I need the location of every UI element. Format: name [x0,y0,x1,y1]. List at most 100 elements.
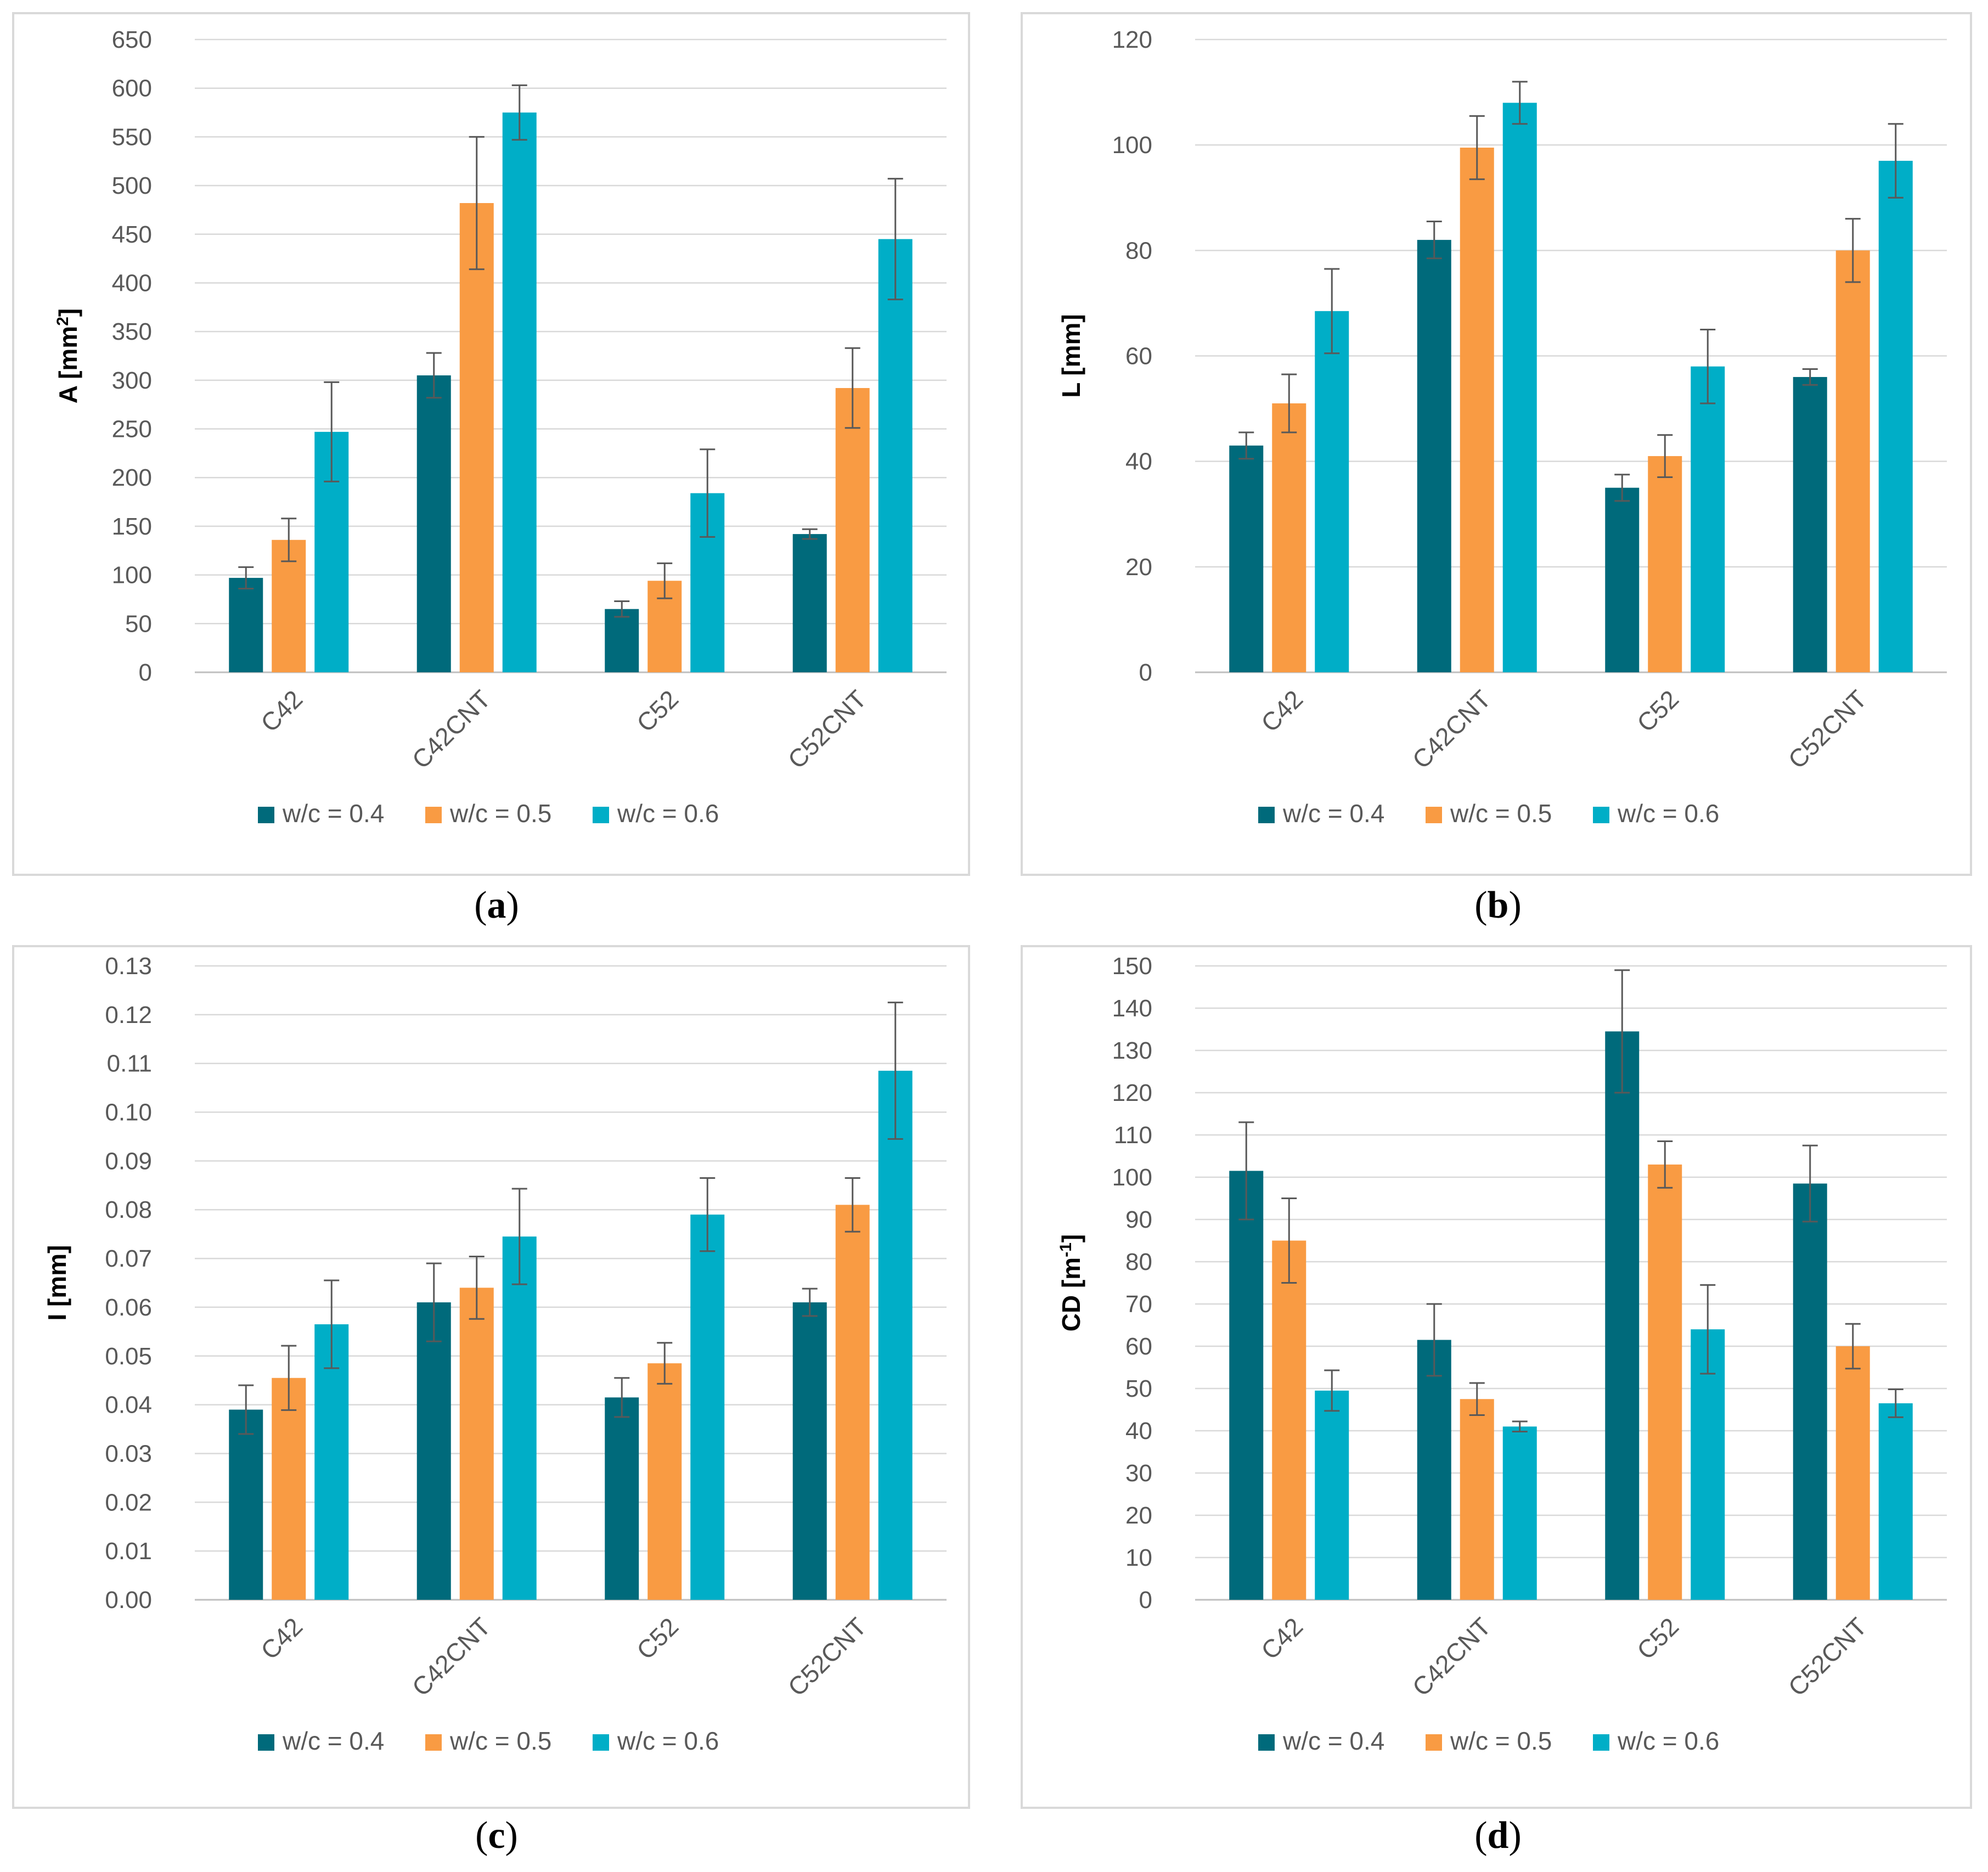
chart-c-y-axis-title-main: I [mm] [43,1245,71,1321]
chart-b-legend-swatch-3 [1593,807,1609,823]
chart-c-legend-swatch-1 [258,1734,274,1751]
chart-d-svg: 0 10 20 30 40 50 60 70 80 90 100 110 120 130 140 150 CD … [1021,945,1972,1809]
chart-b-y-tick-label: 120 [1112,26,1152,53]
chart-c-y-tick-label: 0.04 [105,1392,152,1419]
chart-a-legend-swatch-2 [425,807,442,823]
chart-d-y-tick-label: 50 [1125,1375,1152,1402]
chart-d-bar-C52CNT-s3 [1878,1403,1913,1600]
chart-d-bar-C42CNT-s3 [1502,1426,1537,1600]
chart-panel-a: 0 50 100 150 200 250 300 350 400 450 500 550 600 650 A… [0,0,994,889]
caption-b-letter: b [1487,884,1509,926]
chart-b-y-axis-title: L [mm] [1057,314,1085,398]
chart-c-y-tick-label: 0.01 [105,1538,152,1565]
chart-a-legend-label-2: w/c = 0.5 [449,799,551,828]
chart-d-bar-C52-s1 [1605,1031,1640,1600]
chart-b-legend-label-1: w/c = 0.4 [1282,799,1384,828]
chart-a-bar-C52CNT-s3 [878,239,913,673]
chart-c-bar-C42CNT-s1 [416,1302,451,1600]
chart-b-bar-C42-s1 [1229,445,1264,672]
chart-c-y-tick-label: 0.08 [105,1196,152,1223]
chart-c-legend-label-2: w/c = 0.5 [449,1727,551,1755]
chart-c-y-tick-label: 0.02 [105,1489,152,1516]
chart-b-bar-C42CNT-s3 [1502,103,1537,672]
chart-b-bar-C52-s2 [1648,456,1682,672]
chart-a-svg: 0 50 100 150 200 250 300 350 400 450 500 550 600 650 A… [12,12,970,876]
caption-a-letter: a [487,884,506,926]
chart-d-y-tick-label: 90 [1125,1206,1152,1233]
chart-a-y-tick-label: 300 [112,367,152,394]
chart-b-y-tick-label: 60 [1125,343,1152,370]
chart-d-y-tick-label: 20 [1125,1502,1152,1529]
chart-a-y-axis-title-main: A [mm [54,326,82,403]
chart-b-bar-C42-s2 [1272,403,1306,672]
caption-d: (d) [1474,1814,1522,1857]
chart-d-y-axis-title-end: ] [1057,1234,1085,1243]
chart-a-bar-C42-s1 [229,577,263,672]
chart-panel-b: 0 20 40 60 80 100 120 L [mm] C42 C42CNT C52 C52CNT w… [1009,0,1988,889]
chart-c-y-tick-label: 0.11 [107,1050,152,1077]
chart-b-y-tick-label: 20 [1125,554,1152,581]
chart-c-bar-C42CNT-s2 [459,1288,494,1600]
chart-a-y-tick-label: 200 [112,464,152,491]
chart-b-y-axis-title-main: L [mm] [1057,314,1085,398]
chart-b-bar-C52-s3 [1691,366,1725,672]
chart-b-y-tick-label: 0 [1139,659,1152,686]
chart-a-legend-swatch-1 [258,807,274,823]
chart-a-y-tick-label: 150 [112,513,152,540]
chart-a-bar-C52CNT-s1 [792,534,827,672]
chart-a-bar-C42CNT-s3 [502,113,537,673]
chart-d-y-tick-label: 0 [1139,1587,1152,1614]
chart-a-y-tick-label: 100 [112,562,152,589]
chart-a-y-tick-label: 350 [112,318,152,345]
chart-c-legend-swatch-2 [425,1734,442,1751]
chart-c-bar-C52-s1 [605,1397,639,1600]
chart-b-legend-label-2: w/c = 0.5 [1450,799,1552,828]
chart-b-y-tick-label: 40 [1125,448,1152,475]
chart-c-bar-C52CNT-s3 [878,1071,913,1600]
chart-a-y-tick-label: 400 [112,269,152,296]
chart-d-y-tick-label: 150 [1112,953,1152,980]
chart-d-legend-swatch-3 [1593,1734,1609,1751]
chart-c-y-tick-label: 0.03 [105,1440,152,1467]
chart-b-y-tick-label: 80 [1125,237,1152,264]
chart-c-bar-C52-s2 [647,1363,682,1600]
chart-c-y-tick-label: 0.10 [105,1099,152,1126]
chart-d-bar-C42-s3 [1315,1390,1349,1600]
chart-b-bar-C42-s3 [1315,311,1349,672]
chart-c-bar-C42CNT-s3 [502,1236,537,1600]
chart-d-bar-C52CNT-s2 [1835,1346,1870,1600]
chart-c-y-tick-label: 0.00 [105,1587,152,1614]
chart-d-y-tick-label: 60 [1125,1333,1152,1360]
chart-b-bar-C52-s1 [1605,487,1640,672]
chart-c-bar-C42-s1 [229,1409,263,1600]
chart-a-y-tick-label: 550 [112,123,152,150]
chart-b-legend-swatch-2 [1426,807,1442,823]
chart-a-y-axis-title-sup: 2 [54,317,72,326]
chart-a-y-axis-title: A [mm2] [54,308,83,403]
chart-c-bar-C42-s2 [272,1378,306,1600]
chart-d-y-tick-label: 130 [1112,1037,1152,1064]
chart-a-bar-C52-s1 [605,609,639,672]
chart-c-y-tick-label: 0.09 [105,1148,152,1174]
chart-d-y-tick-label: 40 [1125,1418,1152,1444]
chart-d-bar-C42CNT-s2 [1460,1399,1494,1600]
chart-d-legend-label-1: w/c = 0.4 [1282,1727,1384,1755]
chart-d-bar-C42-s2 [1272,1240,1306,1600]
chart-b-bar-C52CNT-s3 [1878,160,1913,672]
caption-d-letter: d [1487,1814,1509,1857]
chart-c-y-axis-title: I [mm] [43,1245,71,1321]
chart-d-y-tick-label: 30 [1125,1460,1152,1487]
chart-c-y-tick-label: 0.07 [105,1245,152,1272]
chart-d-y-tick-label: 70 [1125,1291,1152,1318]
chart-b-legend-label-3: w/c = 0.6 [1617,799,1719,828]
chart-d-legend-label-2: w/c = 0.5 [1450,1727,1552,1755]
chart-c-bar-C52CNT-s1 [792,1302,827,1600]
caption-c-letter: c [488,1814,505,1857]
chart-c-svg: 0.00 0.01 0.02 0.03 0.04 0.05 0.06 0.07 0.08 0.09… [12,945,970,1809]
chart-a-y-tick-label: 650 [112,26,152,53]
chart-a-y-tick-label: 450 [112,221,152,248]
chart-b-bar-C52CNT-s1 [1793,376,1827,672]
chart-c-bar-C52CNT-s2 [835,1205,870,1600]
chart-a-bar-C52CNT-s2 [835,388,870,672]
